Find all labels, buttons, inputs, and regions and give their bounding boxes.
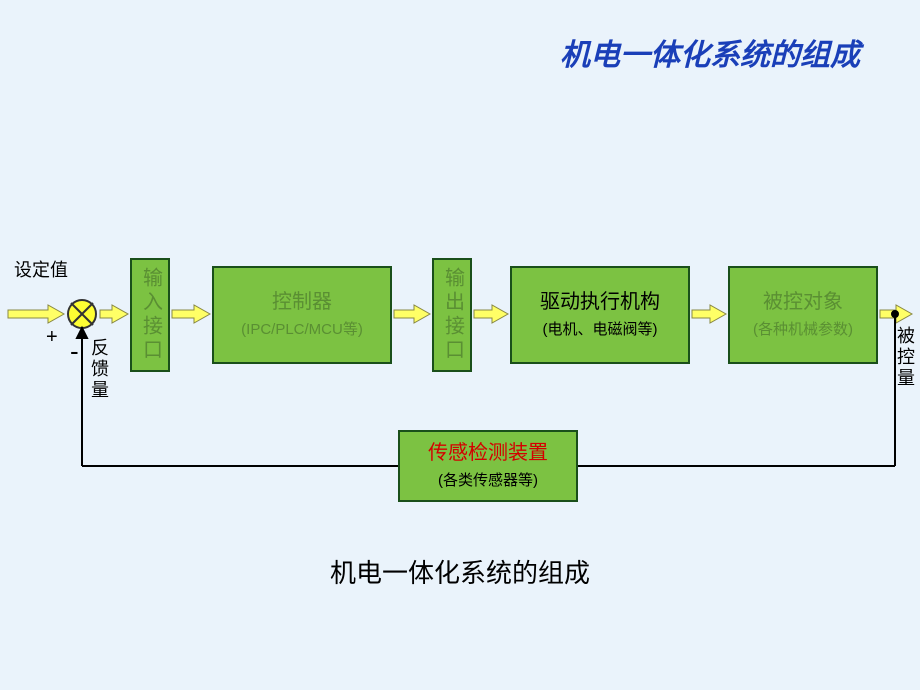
box-actuator-sub: (电机、电磁阀等) — [543, 320, 658, 340]
box-actuator-title: 驱动执行机构 — [540, 289, 660, 316]
box-sensor-sub: (各类传感器等) — [438, 471, 538, 491]
box-controller-title: 控制器 — [272, 289, 332, 316]
box-plant-title: 被控对象 — [763, 289, 843, 316]
arrow-a6 — [880, 305, 912, 323]
page-title: 机电一体化系统的组成 — [560, 30, 860, 74]
box-actuator: 驱动执行机构 (电机、电磁阀等) — [510, 266, 690, 364]
box-plant-sub: (各种机械参数) — [753, 320, 853, 340]
label-controlled: 被控量 — [892, 326, 918, 389]
sign-plus: + — [46, 326, 58, 349]
box-output-if: 输出接口 — [432, 258, 472, 372]
arrow-a4 — [474, 305, 508, 323]
box-plant: 被控对象 (各种机械参数) — [728, 266, 878, 364]
box-controller-sub: (IPC/PLC/MCU等) — [241, 320, 363, 340]
arrow-a2 — [172, 305, 210, 323]
arrow-a3 — [394, 305, 430, 323]
box-output-if-title: 输出接口 — [439, 267, 466, 363]
label-feedback: 反馈量 — [86, 338, 112, 401]
diagram-caption: 机电一体化系统的组成 — [0, 553, 920, 590]
sign-minus: - — [70, 336, 79, 367]
arrow-a1 — [100, 305, 128, 323]
box-sensor: 传感检测装置 (各类传感器等) — [398, 430, 578, 502]
sum-node — [67, 299, 97, 329]
box-input-if-title: 输入接口 — [137, 267, 164, 363]
box-input-if: 输入接口 — [130, 258, 170, 372]
arrow-a0 — [8, 305, 64, 323]
arrow-a5 — [692, 305, 726, 323]
box-controller: 控制器 (IPC/PLC/MCU等) — [212, 266, 392, 364]
label-setpoint: 设定值 — [14, 256, 68, 282]
box-sensor-title: 传感检测装置 — [428, 440, 548, 467]
